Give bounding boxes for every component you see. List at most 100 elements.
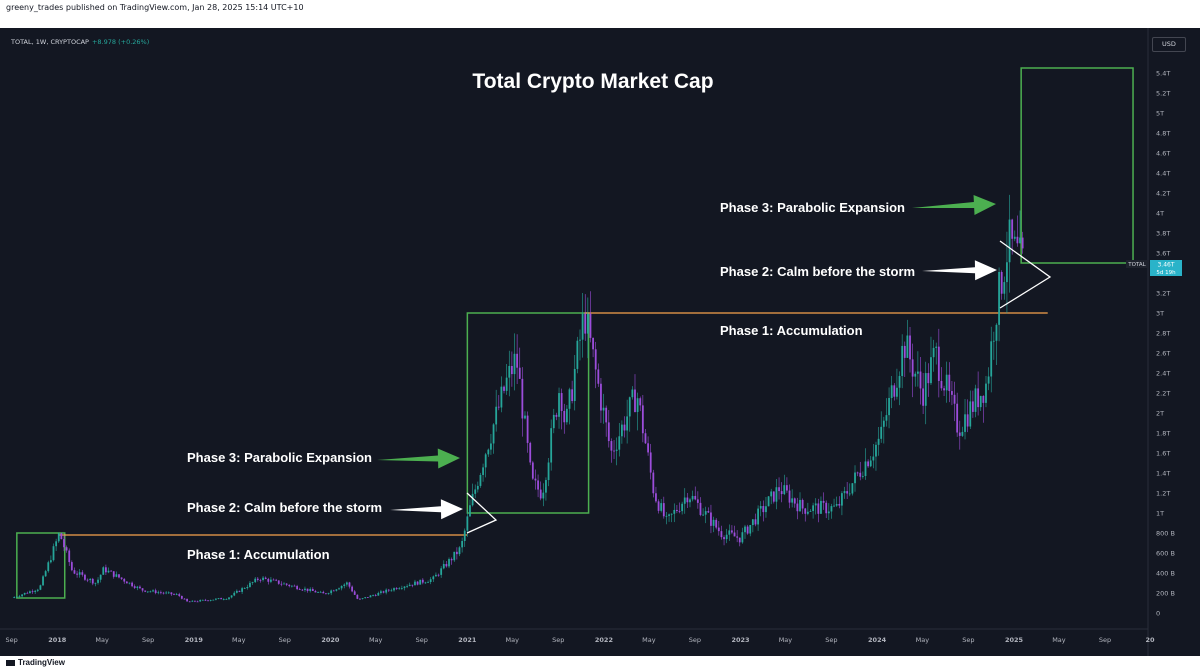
candle-body <box>235 590 238 593</box>
candle-body <box>34 590 37 592</box>
candle-body <box>26 592 29 594</box>
phase3-label-2021: Phase 3: Parabolic Expansion <box>187 450 372 465</box>
y-tick-label: 4.8T <box>1156 130 1170 138</box>
candle-body <box>42 576 44 586</box>
candle-body <box>220 598 223 600</box>
candle-body <box>916 371 919 374</box>
symbol-legend[interactable]: TOTAL, 1W, CRYPTOCAP +8.978 (+0.26%) <box>11 38 149 46</box>
candle-body <box>524 415 526 419</box>
candle-body <box>678 510 681 512</box>
candle-body <box>893 385 896 397</box>
candle-body <box>516 353 519 368</box>
candle-body <box>241 588 243 592</box>
x-tick-label: Sep <box>689 636 701 644</box>
candle-body <box>450 559 453 561</box>
candle-body <box>479 474 482 486</box>
candle-body <box>974 388 977 412</box>
candle-body <box>23 592 26 595</box>
candle-body <box>256 578 259 580</box>
candle-body <box>657 501 660 511</box>
candle-body <box>173 594 175 596</box>
phase3-label-2025: Phase 3: Parabolic Expansion <box>720 200 905 215</box>
candle-body <box>576 340 579 369</box>
candle-body <box>317 592 319 593</box>
plot-canvas[interactable]: 0 200 B 400 B 600 B 800 B 1T 1.2T 1.4T 1.6T 1.8T 2… <box>0 28 1200 656</box>
currency-button[interactable]: USD <box>1152 37 1186 52</box>
candle-body <box>146 591 149 593</box>
x-tick-label: May <box>95 636 109 644</box>
candle-body <box>309 589 312 591</box>
candle-body <box>84 574 86 580</box>
candle-body <box>199 600 202 602</box>
candle-body <box>888 397 890 416</box>
candle-body <box>175 594 178 595</box>
candle-body <box>990 341 993 377</box>
candle-body <box>733 532 736 537</box>
candle-body <box>817 503 820 514</box>
candle-body <box>183 598 186 600</box>
y-tick-label: 4T <box>1156 210 1164 218</box>
candle-body <box>165 592 168 594</box>
candle-body <box>490 443 492 450</box>
candle-body <box>537 480 539 490</box>
candle-body <box>545 480 547 493</box>
candle-body <box>191 600 194 602</box>
candle-body <box>814 503 817 506</box>
y-tick-label: 1T <box>1156 510 1164 518</box>
candle-body <box>288 584 291 587</box>
y-tick-label: 2.2T <box>1156 390 1170 398</box>
candle-body <box>419 579 422 585</box>
candle-body <box>99 574 102 580</box>
candle-body <box>414 581 416 586</box>
y-tick-label: 2.4T <box>1156 370 1170 378</box>
candle-body <box>890 385 893 398</box>
candle-body <box>298 589 301 590</box>
candle-body <box>293 585 296 587</box>
candle-body <box>875 444 877 457</box>
candle-body <box>951 391 953 395</box>
candle-body <box>374 595 377 596</box>
candle-body <box>992 340 995 342</box>
candle-body <box>626 416 629 431</box>
candle-body <box>188 601 191 603</box>
candle-body <box>620 424 623 437</box>
candle-body <box>110 570 113 572</box>
candle-body <box>833 505 835 507</box>
candle-body <box>699 502 702 515</box>
x-tick-label: May <box>369 636 383 644</box>
x-tick-label: 2020 <box>321 636 340 644</box>
candle-body <box>610 441 613 451</box>
candle-body <box>935 346 938 348</box>
candle-body <box>759 506 762 509</box>
candle-body <box>435 574 437 577</box>
candle-body <box>238 590 241 592</box>
candle-body <box>251 582 254 583</box>
candle-body <box>335 589 338 591</box>
candle-body <box>139 586 141 589</box>
candle-body <box>597 369 600 384</box>
chart-panel[interactable]: 0 200 B 400 B 600 B 800 B 1T 1.2T 1.4T 1.6T 1.8T 2… <box>0 28 1200 656</box>
white-arrow-icon <box>922 260 997 281</box>
candle-body <box>898 376 901 388</box>
candle-body <box>686 497 689 503</box>
candle-body <box>861 475 864 477</box>
consolidation-triangle <box>999 240 1052 309</box>
candle-body <box>644 433 647 444</box>
candle-body <box>662 503 665 517</box>
y-tick-label: 5.2T <box>1156 90 1170 98</box>
candle-body <box>673 509 676 514</box>
white-arrow-icon <box>390 499 463 520</box>
candle-body <box>958 432 961 436</box>
candle-body <box>505 377 508 391</box>
candle-body <box>372 595 374 596</box>
candle-body <box>668 514 670 516</box>
candle-body <box>639 398 642 406</box>
candle-body <box>877 438 880 445</box>
candle-body <box>495 406 498 425</box>
candle-body <box>311 589 314 591</box>
candle-body <box>534 478 537 481</box>
candle-body <box>725 534 728 540</box>
candle-body <box>359 598 361 600</box>
candle-body <box>136 586 139 588</box>
candle-body <box>230 595 233 598</box>
